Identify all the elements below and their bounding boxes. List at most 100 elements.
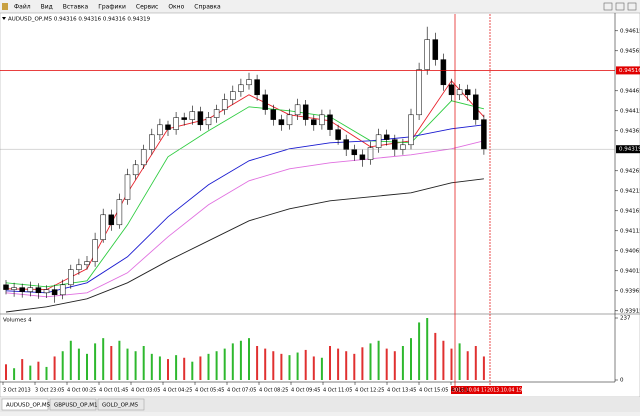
vline-label: 2013.10.04 19:20 (487, 388, 530, 394)
candle-body (221, 99, 228, 110)
time-label: 3 Oct 2013 (3, 388, 31, 394)
menu-item[interactable]: Файл (14, 4, 31, 11)
candle-body (424, 39, 430, 70)
time-label: 4 Oct 05:45 (195, 388, 224, 394)
price-label: 0.94215 (620, 188, 640, 194)
menu-bar (0, 0, 640, 13)
menu-item[interactable]: Сервис (136, 4, 158, 11)
time-label: 4 Oct 07:05 (227, 388, 256, 394)
chart-tab[interactable] (49, 398, 97, 411)
chart-tab[interactable] (1, 398, 49, 411)
candle-body (294, 104, 301, 116)
price-label: 0.94015 (620, 268, 640, 274)
menu-item[interactable]: Справка (194, 4, 221, 11)
candle-body (108, 214, 115, 226)
candle-body (335, 129, 341, 140)
candle-body (76, 264, 82, 270)
candle-body (19, 287, 25, 292)
time-label: 3 Oct 23:05 (35, 388, 64, 394)
moving-average (5, 140, 485, 298)
candle-body (59, 284, 66, 296)
tab-label: GBPUSD_OP,M1 (54, 403, 98, 409)
candle-body (286, 114, 293, 126)
price-label: 0.94265 (620, 168, 640, 174)
time-label: 4 Oct 01:45 (99, 388, 128, 394)
app-icon (2, 3, 8, 10)
tab-bar (0, 397, 640, 412)
time-label: 4 Oct 15:05 (419, 388, 448, 394)
last-price-label: 0.94319 (619, 147, 640, 153)
candle-body (68, 269, 74, 286)
volume-title: Volumes 4 (3, 318, 32, 324)
vline-label-box (486, 386, 522, 394)
candle-body (400, 144, 406, 150)
candle-body (43, 289, 50, 294)
time-label: 4 Oct 12:25 (355, 388, 384, 394)
price-label: 0.93915 (620, 308, 640, 314)
volume-tick-label: 237 (620, 316, 631, 322)
candle-body (92, 239, 98, 262)
menu-item[interactable]: Окно (168, 4, 184, 11)
candle-body (205, 117, 212, 126)
vline-label-box (451, 386, 487, 394)
candle-body (84, 261, 90, 266)
candle-body (246, 79, 252, 86)
candle-body (140, 149, 147, 166)
volume-tick-label: 0 (620, 378, 624, 384)
candle-body (302, 104, 309, 120)
candle-body (311, 119, 317, 126)
window-controls (603, 2, 637, 11)
menu-item[interactable]: Вид (41, 4, 53, 11)
candle-body (359, 154, 366, 160)
candle-body (165, 124, 171, 130)
candle-body (367, 147, 374, 160)
chart-header: AUDUSD_OP,M5 0.94316 0.94316 0.94316 0.9… (8, 17, 151, 23)
menu-item[interactable]: Вставка (63, 4, 89, 11)
price-label: 0.94165 (620, 208, 640, 214)
candle-body (230, 91, 236, 100)
candle-body (213, 109, 220, 118)
restore-button[interactable] (615, 2, 625, 11)
candle-body (124, 174, 131, 200)
candle-body (343, 139, 349, 150)
hline-label: 0.94516 (619, 68, 640, 74)
candle-body (3, 284, 9, 290)
candle-body (173, 117, 179, 130)
candle-body (375, 134, 382, 148)
candle-body (132, 164, 139, 176)
candle-body (416, 69, 422, 116)
candle-body (100, 214, 106, 240)
candle-body (11, 287, 17, 290)
candle-body (35, 287, 42, 294)
candle-body (432, 39, 439, 60)
candle-body (440, 59, 447, 86)
vline-label: 2013.10.04 17:0 (452, 388, 492, 394)
hline-label-box (616, 66, 640, 75)
time-label: 4 Oct 04:25 (163, 388, 192, 394)
candle-body (351, 149, 358, 156)
header-arrow (2, 17, 6, 20)
close-button[interactable] (627, 2, 637, 11)
price-label: 0.94415 (620, 108, 640, 114)
chart-window (0, 12, 640, 398)
candle-body (116, 199, 123, 226)
candle-body (327, 114, 333, 130)
candle-body (278, 119, 285, 126)
candle-body (189, 111, 196, 120)
tab-label: GOLD_OP,M5 (102, 403, 139, 409)
candle-body (383, 134, 390, 140)
time-label: 4 Oct 13:45 (387, 388, 416, 394)
menu-item[interactable]: Графики (98, 4, 126, 11)
candle-body (464, 89, 471, 96)
time-label: 4 Oct 03:05 (131, 388, 160, 394)
candle-body (473, 94, 479, 120)
candle-body (262, 94, 268, 110)
candle-body (238, 84, 244, 92)
candle-body (456, 89, 463, 96)
candle-body (157, 124, 163, 136)
price-label: 0.94365 (620, 128, 640, 134)
chart-tab[interactable] (97, 398, 145, 411)
minimize-button[interactable] (603, 2, 613, 11)
candle-body (27, 287, 34, 292)
